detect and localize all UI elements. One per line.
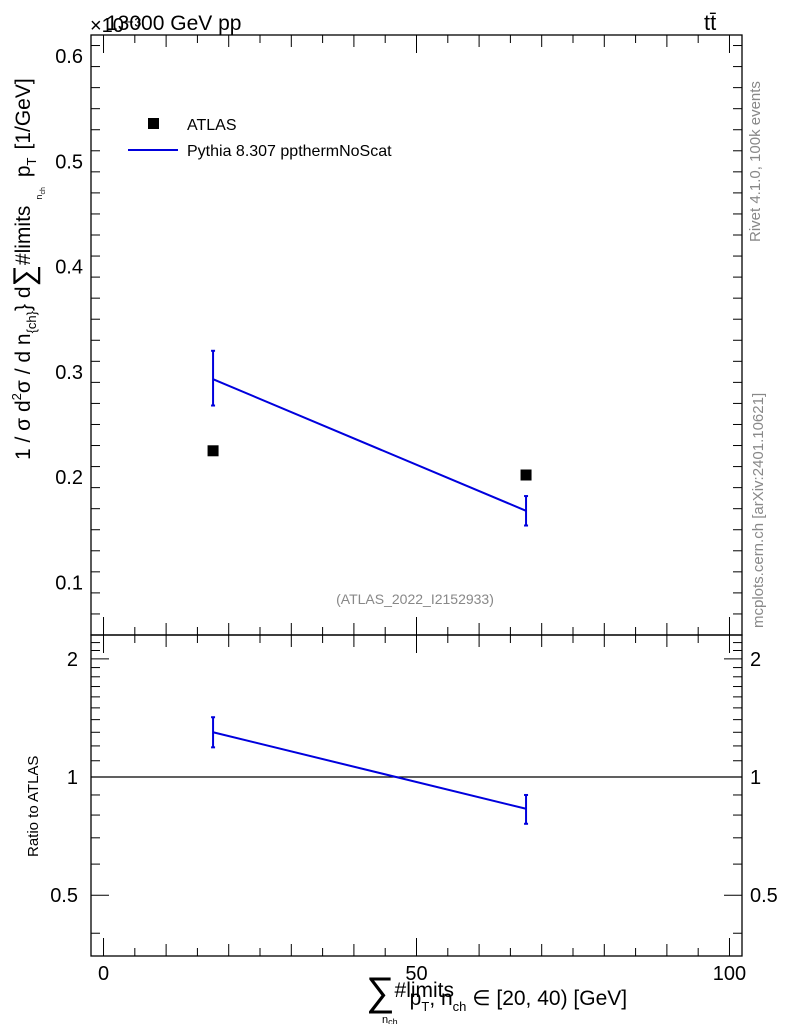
legend-atlas-marker <box>148 118 159 129</box>
x-axis-label: ∑#limits nchpT, nch ∈ [20, 40) [GeV] <box>366 970 627 1024</box>
exponent-label: ×10⁻³ <box>90 15 141 37</box>
main-y-tick-label: 0.2 <box>55 467 83 489</box>
legend: ATLAS Pythia 8.307 ppthermNoScat <box>128 117 392 160</box>
ratio-pythia-line <box>212 731 527 810</box>
xlabel-range: ∈ [20, 40) [GeV] <box>466 987 627 1010</box>
xlabel-sum: ∑ <box>366 970 395 1014</box>
ratio-y-tick-label: 1 <box>67 767 78 789</box>
ylabel-part-1: 1 / σ d <box>12 400 35 460</box>
main-x-ticks <box>103 35 730 635</box>
ratio-x-axis: 0 50 100 <box>98 635 746 985</box>
ylabel-unit: [1/GeV] <box>12 78 35 149</box>
main-y-tick-label: 0.1 <box>55 572 83 594</box>
ylabel-pt-sub: T <box>24 157 39 165</box>
main-y-axis-label: 1 / σ d2σ / d n{ch}} d∑#limits nch pT [1/Ge… <box>8 78 47 460</box>
svg-text:∑#limitsnchpT, nch ∈ [20, 40): ∑#limits nchpT, nch ∈ [20, 40) [GeV] <box>366 970 627 1024</box>
ylabel-part-3: } d <box>12 286 35 311</box>
energy-label: 13000 GeV pp <box>106 12 241 35</box>
xlabel-pt-sub: T <box>421 999 429 1014</box>
xlabel-tail: , n <box>429 987 452 1010</box>
ylabel-pt: p <box>12 165 35 177</box>
main-plot-data <box>207 349 532 527</box>
ratio-y-tick-label-right: 0.5 <box>750 885 778 907</box>
svg-text:1 / σ d2σ / d n{ch}} d∑#limits: 1 / σ d2σ / d n{ch}} d∑#limits nch pT [1/Ge… <box>8 78 47 460</box>
ylabel-nch-sub: n <box>34 195 44 200</box>
xlabel-tail-sub: ch <box>453 999 467 1014</box>
main-y-tick-label: 0.4 <box>55 257 83 279</box>
xlabel-nch: n <box>382 1014 388 1024</box>
ylabel-sum: ∑ <box>8 265 41 286</box>
x-tick-label: 100 <box>713 963 746 985</box>
ylabel-limits: #limits <box>12 206 35 266</box>
main-y-tick-label: 0.6 <box>55 46 83 68</box>
pythia-line <box>212 378 527 512</box>
ratio-plot-data <box>91 716 742 825</box>
legend-pythia-label: Pythia 8.307 ppthermNoScat <box>187 143 392 160</box>
xlabel-pt: p <box>410 987 422 1010</box>
process-label: tt̄ <box>704 10 716 35</box>
main-y-axis: 0.1 0.2 0.3 0.4 0.5 0.6 <box>55 45 742 636</box>
main-y-tick-label: 0.3 <box>55 362 83 384</box>
x-tick-label: 50 <box>405 963 427 985</box>
ylabel-part-2: σ / d n <box>12 333 35 393</box>
xlabel-limits: #limits <box>395 979 455 1002</box>
ratio-y-tick-label-right: 2 <box>750 649 761 671</box>
ylabel-sup: 2 <box>9 393 24 400</box>
ylabel-nch-sub2: ch <box>40 187 47 195</box>
mcplots-label: mcplots.cern.ch [arXiv:2401.10621] <box>750 393 767 628</box>
rivet-label: Rivet 4.1.0, 100k events <box>747 81 764 242</box>
ylabel-sub: {ch} <box>24 310 39 333</box>
ratio-plot-frame <box>90 634 743 957</box>
atlas-data-point <box>207 445 219 457</box>
atlas-data-point <box>520 469 532 481</box>
main-y-tick-label: 0.5 <box>55 151 83 173</box>
ratio-y-tick-label: 0.5 <box>50 885 78 907</box>
ratio-y-axis-label: Ratio to ATLAS <box>25 756 42 857</box>
ratio-y-tick-label: 2 <box>67 649 78 671</box>
ratio-y-axis: 0.5 0.5 1 1 2 2 <box>50 642 778 934</box>
legend-atlas-label: ATLAS <box>187 117 237 134</box>
xlabel-nch-sub: ch <box>388 1017 398 1024</box>
x-tick-label: 0 <box>98 963 109 985</box>
analysis-id-label: (ATLAS_2022_I2152933) <box>336 591 494 607</box>
ratio-y-tick-label-right: 1 <box>750 767 761 789</box>
